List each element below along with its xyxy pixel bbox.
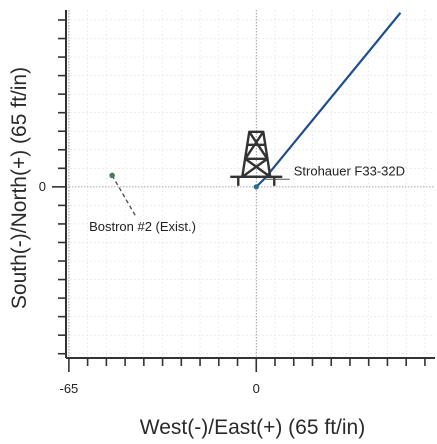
offset-well-path [111,175,136,216]
offset-well-marker [109,172,115,179]
surface-location-marker [253,184,259,190]
well-label-bostron: Bostron #2 (Exist.) [89,219,196,234]
well-label-strohauer: Strohauer F33-32D [294,163,405,178]
grid-major [66,10,435,358]
wellbore-path-line [255,12,402,188]
rig-base [230,175,283,186]
axes [65,10,435,359]
x-axis-title: West(-)/East(+) (65 ft/in) [140,416,365,439]
y-tick-label: 0 [39,179,46,194]
x-tick-label: 0 [253,381,260,396]
labels-layer: -65 0 0 West(-)/East(+) (65 ft/in) South(-)/… [8,67,405,439]
y-axis-title: South(-)/North(+) (65 ft/in) [8,67,31,309]
series-layer [109,12,402,216]
x-tick-label: -65 [59,381,78,396]
rig-bracing [241,131,271,178]
grid-minor [66,10,435,358]
drilling-rig-icon [230,130,283,186]
rig-layer [230,130,283,186]
axis-ticks [52,19,426,372]
